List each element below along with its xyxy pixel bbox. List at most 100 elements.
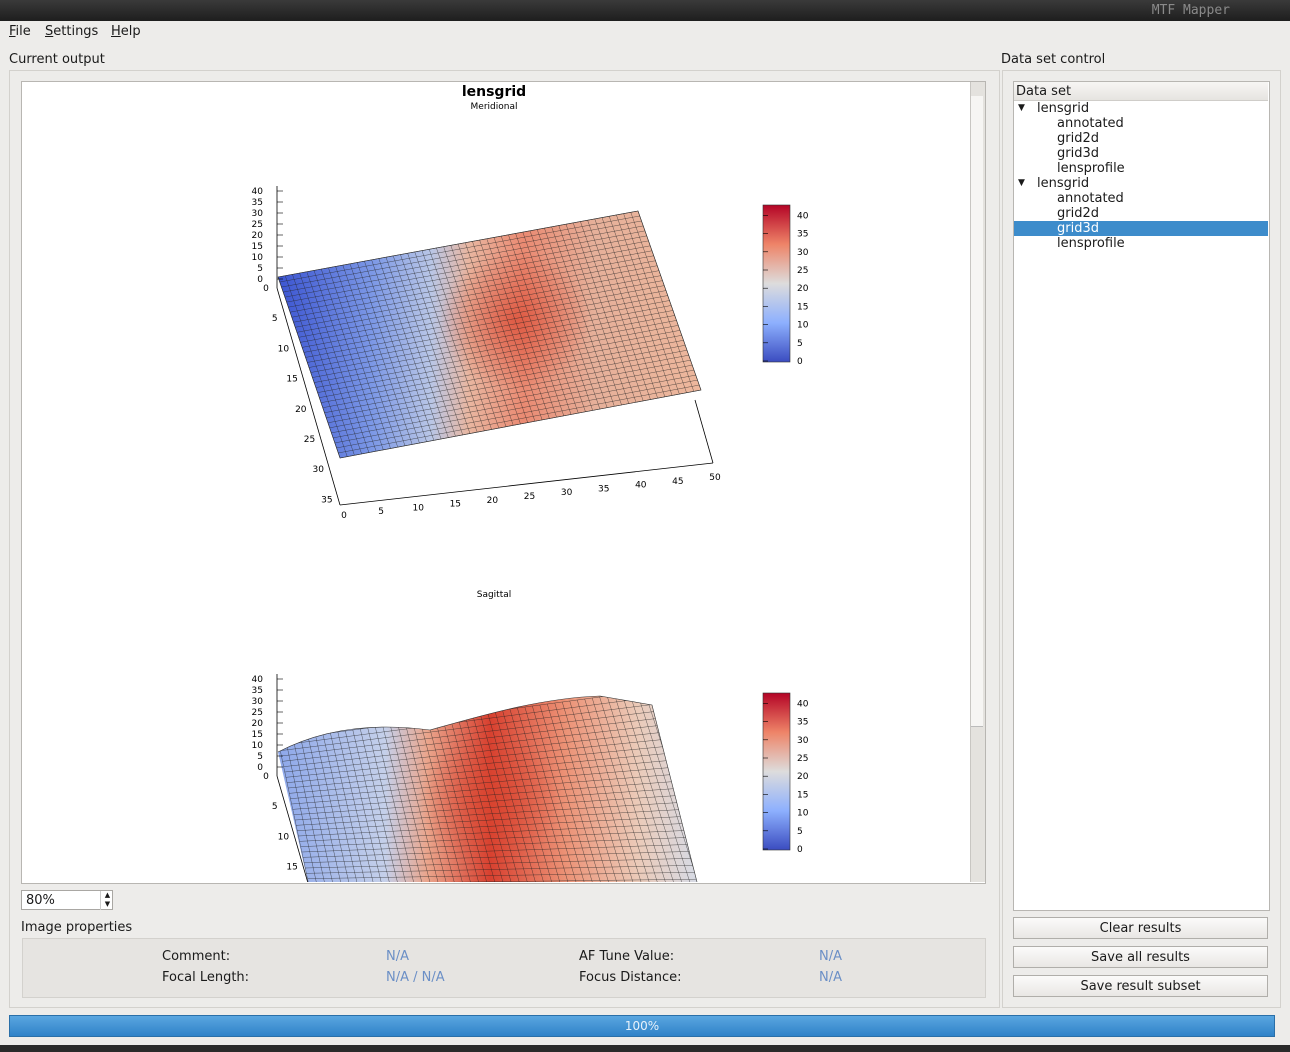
colorbar — [762, 692, 791, 851]
mesh-line — [302, 843, 697, 858]
section-label: Current output — [9, 52, 105, 67]
tree-node[interactable]: lensgrid — [1037, 101, 1090, 116]
button[interactable]: Save result subset — [1013, 975, 1268, 997]
tree-view — [1013, 81, 1270, 911]
tree-leaf[interactable]: annotated — [1057, 191, 1124, 206]
tick-label: 35 — [321, 495, 332, 505]
mesh-line — [300, 829, 697, 847]
tick-label: 40 — [252, 675, 264, 685]
properties-box — [22, 938, 986, 998]
mesh-line — [293, 255, 654, 323]
mesh-line — [296, 265, 658, 333]
tick-label: 15 — [252, 242, 263, 252]
mesh-line — [280, 703, 657, 751]
tree-leaf[interactable]: grid3d — [1057, 146, 1099, 161]
axis-edge — [694, 399, 714, 464]
mesh-line — [290, 245, 651, 313]
y-axis — [276, 287, 341, 506]
mesh-line — [290, 766, 677, 799]
tick-label: 20 — [252, 719, 264, 729]
tree-node[interactable]: lensgrid — [1037, 176, 1090, 191]
tree-leaf[interactable]: grid3d — [1014, 221, 1268, 236]
tick-label: 20 — [797, 284, 809, 294]
prop-value: N/A — [819, 970, 842, 985]
expand-arrow[interactable]: ▼ — [1018, 103, 1025, 113]
mesh-line — [292, 780, 682, 810]
prop-value: N/A / N/A — [386, 970, 445, 985]
section-label: Image properties — [21, 920, 133, 935]
expand-arrow[interactable]: ▼ — [1018, 178, 1025, 188]
mesh-line — [333, 369, 695, 439]
tick-label: 30 — [252, 209, 264, 219]
tick-label: 5 — [272, 802, 278, 812]
mesh-line — [314, 315, 675, 383]
tick-label: 5 — [257, 752, 263, 762]
mesh-line — [298, 270, 660, 338]
tick-label: 40 — [252, 187, 264, 197]
scrollbar-thumb[interactable] — [971, 96, 983, 727]
mesh-line — [289, 759, 675, 794]
zoom-spinbox[interactable]: 80% — [21, 890, 113, 910]
tree-leaf[interactable]: grid2d — [1057, 206, 1099, 221]
mesh-line — [296, 801, 689, 826]
tick-label: 5 — [797, 339, 803, 349]
mesh-line — [302, 280, 663, 348]
tick-label: 0 — [257, 275, 263, 285]
surface — [278, 696, 697, 882]
progress-bar: 100% — [9, 1015, 1275, 1037]
tick-label: 35 — [252, 686, 263, 696]
tick-label: 40 — [797, 211, 809, 221]
tick-label: 25 — [797, 754, 808, 764]
tick-label: 30 — [252, 697, 264, 707]
mesh-line — [297, 808, 691, 831]
button[interactable]: Save all results — [1013, 946, 1268, 968]
tick-label: 0 — [341, 511, 347, 521]
tick-label: 35 — [598, 484, 609, 494]
tree-leaf[interactable]: annotated — [1057, 116, 1124, 131]
tick-label: 15 — [286, 375, 297, 385]
tick-label: 10 — [278, 344, 290, 354]
title-bar — [0, 0, 1290, 21]
tick-label: 25 — [304, 435, 315, 445]
tick-label: 40 — [797, 699, 809, 709]
mesh-line — [312, 310, 674, 378]
tick-label: 0 — [797, 357, 803, 367]
mesh-line — [326, 349, 688, 419]
plot-canvas: lensgrid Meridional Sagittal 05101520253… — [252, 84, 809, 882]
tick-label: 25 — [797, 266, 808, 276]
mesh-line — [321, 335, 682, 403]
prop-label: AF Tune Value: — [579, 949, 675, 964]
tick-label: 20 — [487, 496, 499, 506]
mesh-line — [300, 275, 661, 343]
button[interactable]: Clear results — [1013, 917, 1268, 939]
menu-item[interactable]: Settings — [45, 24, 99, 39]
tick-label: 35 — [797, 718, 808, 728]
menu-item[interactable]: File — [9, 24, 31, 39]
mesh-line — [310, 305, 672, 373]
mesh-line — [288, 752, 673, 789]
bottom-strip — [0, 1045, 1290, 1052]
mesh-line — [291, 773, 680, 805]
tick-label: 10 — [252, 741, 264, 751]
mesh-line — [319, 330, 681, 398]
tree-leaf[interactable]: grid2d — [1057, 131, 1099, 146]
tick-label: 25 — [524, 492, 535, 502]
window-title: MTF Mapper — [1151, 3, 1230, 18]
mesh-line — [304, 850, 697, 863]
mesh-line — [298, 815, 693, 837]
mesh-line — [334, 374, 696, 444]
tree-leaf[interactable]: lensprofile — [1057, 236, 1125, 251]
mesh-line — [283, 225, 644, 293]
x-axis — [339, 462, 714, 506]
tree-leaf[interactable]: lensprofile — [1057, 161, 1125, 176]
tick-label: 30 — [312, 465, 324, 475]
mesh-line — [281, 220, 642, 288]
menu-item[interactable]: Help — [111, 24, 141, 39]
mesh-line — [288, 240, 649, 308]
spin-arrows[interactable]: ▲ ▼ — [100, 891, 114, 910]
prop-value: N/A — [386, 949, 409, 964]
tick-label: 40 — [635, 481, 647, 491]
tick-label: 15 — [450, 500, 461, 510]
tick-label: 10 — [252, 253, 264, 263]
